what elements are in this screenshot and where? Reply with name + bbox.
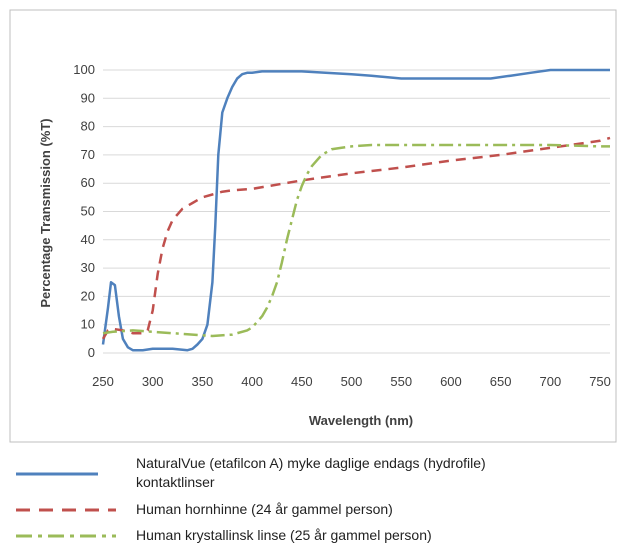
x-tick-label: 550 [390,374,412,389]
x-tick-label: 650 [490,374,512,389]
y-axis-title: Percentage Transmission (%T) [38,118,53,307]
y-tick-label: 20 [81,288,95,303]
x-tick-label: 250 [92,374,114,389]
legend-swatch-hornhinne [16,508,116,512]
x-tick-label: 750 [589,374,611,389]
gridlines [103,69,610,354]
x-tick-label: 450 [291,374,313,389]
y-tick-label: 0 [88,345,95,360]
x-tick-label: 350 [192,374,214,389]
x-tick-label: 600 [440,374,462,389]
y-tick-label: 80 [81,119,95,134]
x-axis-title: Wavelength (nm) [309,413,413,428]
legend-label-krystallinsk: Human krystallinsk linse (25 år gammel p… [136,527,432,543]
y-tick-label: 60 [81,175,95,190]
legend-swatch-naturalvue [16,472,98,476]
y-tick-label: 70 [81,147,95,162]
chart-frame [9,9,617,443]
y-tick-label: 40 [81,232,95,247]
y-tick-label: 100 [73,62,95,77]
y-tick-label: 90 [81,90,95,105]
x-tick-label: 700 [540,374,562,389]
series-line-naturalvue [101,68,610,352]
legend-label-naturalvue: NaturalVue (etafilcon A) myke daglige en… [136,455,486,490]
legend: NaturalVue (etafilcon A) myke daglige en… [0,450,626,543]
legend-swatch-krystallinsk [16,534,116,538]
x-tick-label: 300 [142,374,164,389]
y-axis-ticks: 0 10 20 30 40 50 60 70 80 90 100 [73,62,95,360]
y-tick-label: 50 [81,204,95,219]
x-tick-label: 500 [341,374,363,389]
x-axis-ticks: 250 300 350 400 450 500 550 600 650 700 750 [92,374,611,389]
y-tick-label: 30 [81,260,95,275]
series-lines [101,68,611,352]
y-tick-label: 10 [81,317,95,332]
x-tick-label: 400 [241,374,263,389]
series-line-hornhinne [101,136,611,340]
legend-label-hornhinne: Human hornhinne (24 år gammel person) [136,501,393,517]
